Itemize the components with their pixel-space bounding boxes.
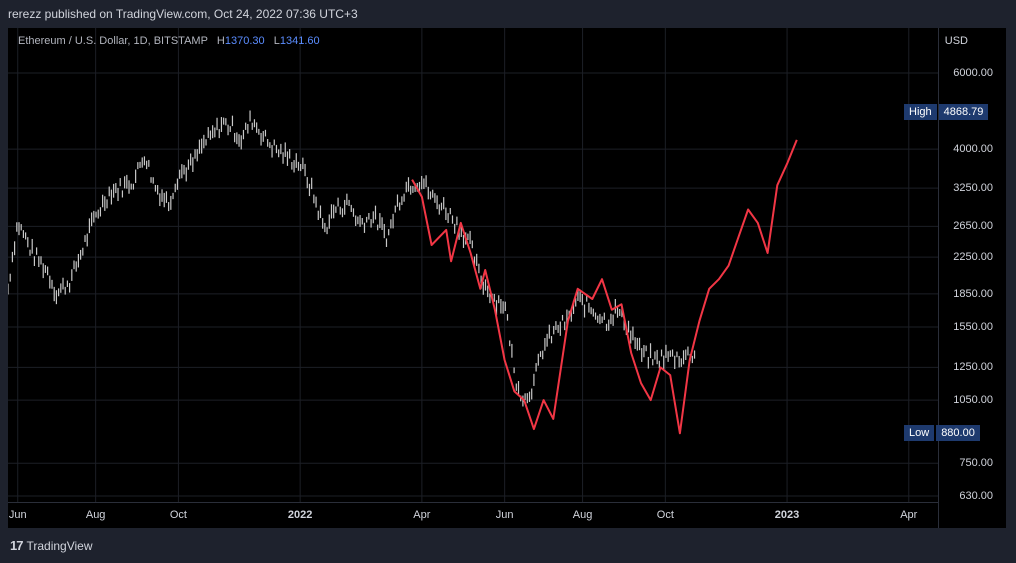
x-tick-label: 2022	[287, 509, 313, 521]
high-marker: High 4868.79	[904, 104, 989, 121]
publish-info: rerezz published on TradingView.com, Oct…	[8, 7, 358, 21]
y-tick-label: 2650.00	[953, 220, 993, 233]
x-tick-label: Oct	[169, 509, 187, 521]
footer-brand: 17 TradingView	[10, 538, 93, 553]
currency-label: USD	[944, 35, 968, 47]
x-tick-label: Aug	[572, 509, 593, 521]
symbol-title: Ethereum / U.S. Dollar, 1D, BITSTAMP	[18, 35, 208, 47]
x-tick-label: Oct	[656, 509, 674, 521]
x-tick-label: Apr	[900, 509, 918, 521]
x-tick-label: Aug	[85, 509, 106, 521]
time-axis[interactable]: Jun Aug Oct 2022 Apr Jun Aug Oct 2023 Apr	[8, 502, 938, 529]
high-label: H	[216, 35, 225, 47]
y-tick-label: 1850.00	[953, 287, 993, 300]
marker-value: 4868.79	[938, 104, 989, 121]
chart-svg[interactable]	[8, 28, 1006, 528]
y-tick-label: 6000.00	[953, 67, 993, 79]
y-tick-label: 1550.00	[953, 321, 993, 334]
marker-label: Low	[904, 425, 935, 442]
low-value: 1341.60	[279, 35, 320, 47]
brand-name: TradingView	[26, 538, 93, 553]
y-tick-label: 1250.00	[953, 361, 993, 374]
y-tick-label: 4000.00	[953, 143, 993, 156]
x-tick-label: 2023	[774, 509, 800, 521]
marker-label: High	[904, 104, 937, 121]
marker-value: 880.00	[936, 425, 980, 442]
y-tick-label: 750.00	[959, 457, 993, 470]
y-tick-label: 2250.00	[953, 251, 993, 264]
x-tick-label: Jun	[8, 509, 27, 521]
y-tick-label: 1050.00	[953, 394, 993, 407]
y-tick-label: 3250.00	[953, 182, 993, 195]
x-tick-label: Apr	[413, 509, 431, 521]
price-axis[interactable]: 6000.00 4000.00 3250.00 2650.00 2250.00 1850.…	[938, 28, 1007, 528]
tradingview-logo-icon: 17	[10, 538, 24, 553]
chart-legend: Ethereum / U.S. Dollar, 1D, BITSTAMP H13…	[18, 35, 320, 47]
x-tick-label: Jun	[495, 509, 514, 521]
high-value: 1370.30	[224, 35, 265, 47]
chart-area[interactable]: Ethereum / U.S. Dollar, 1D, BITSTAMP H13…	[8, 28, 1006, 528]
y-tick-label: 630.00	[959, 490, 993, 502]
low-marker: Low 880.00	[904, 425, 980, 442]
projection-line	[411, 139, 798, 435]
low-label: L	[273, 35, 280, 47]
